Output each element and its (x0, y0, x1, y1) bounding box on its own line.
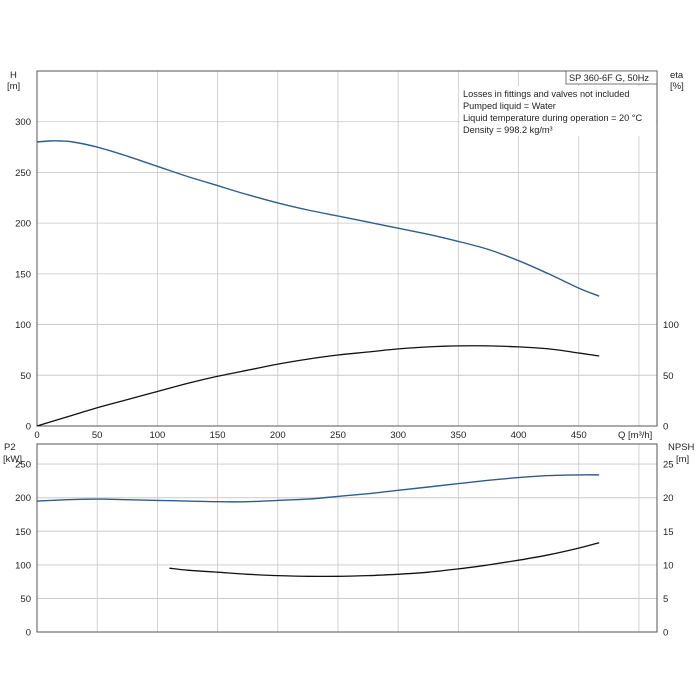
top-y-tick-label: 100 (15, 320, 31, 331)
x-tick-label: 450 (571, 430, 587, 441)
note-liquid-temperature: Liquid temperature during operation = 20… (463, 113, 642, 123)
bottom-y-tick-label: 50 (20, 594, 31, 605)
x-tick-label: 200 (270, 430, 286, 441)
top-xlabel: Q [m³/h] (618, 430, 652, 441)
x-tick-label: 0 (34, 430, 39, 441)
bottom-y-tick-label: 150 (15, 527, 31, 538)
top-series-1-line (36, 345, 600, 427)
bottom-panel-grid (37, 444, 657, 632)
top-y-tick-label: 50 (20, 371, 31, 382)
x-tick-label: 100 (149, 430, 165, 441)
top-y2-tick-label: 0 (663, 422, 668, 433)
x-tick-label: 150 (210, 430, 226, 441)
top-y2label-line1: eta (670, 70, 684, 81)
top-y2-tick-label: 50 (663, 371, 674, 382)
bottom-panel-ticks: 0 50 100 150 200 250 0 5 10 15 20 25 (15, 460, 673, 639)
notes-background (460, 86, 656, 136)
bottom-panel-frame (36, 443, 658, 633)
top-panel-grid (37, 71, 657, 426)
bottom-ylabel-line1: P2 (4, 442, 16, 453)
top-y-tick-label: 0 (26, 422, 31, 433)
bottom-y-tick-label: 100 (15, 560, 31, 571)
top-y-tick-label: 150 (15, 269, 31, 280)
bottom-y2-tick-label: 20 (663, 493, 674, 504)
bottom-y2-tick-label: 15 (663, 527, 674, 538)
top-y-tick-label: 200 (15, 219, 31, 230)
top-y2label-line2: [%] (670, 81, 684, 92)
x-tick-label: 250 (330, 430, 346, 441)
x-tick-label: 350 (450, 430, 466, 441)
bottom-y-tick-label: 200 (15, 493, 31, 504)
bottom-ylabel-line2: [kW] (3, 454, 22, 465)
bottom-panel-series (36, 474, 600, 578)
bottom-y-tick-label: 0 (26, 628, 31, 639)
bottom-y2-tick-label: 25 (663, 460, 674, 471)
bottom-y2-tick-label: 10 (663, 560, 674, 571)
bottom-y2label-line1: NPSH (668, 442, 695, 453)
x-tick-label: 300 (390, 430, 406, 441)
x-tick-label: 400 (511, 430, 527, 441)
note-losses: Losses in fittings and valves not includ… (463, 89, 630, 99)
bottom-series-1-line (169, 542, 600, 578)
top-panel-ticks: 0 50 100 150 200 250 300 0 50 100 0 50 100 150 200 250 3… (15, 117, 679, 441)
title-box (565, 70, 658, 85)
bottom-y2-tick-label: 5 (663, 594, 668, 605)
top-series-0-line (36, 140, 600, 297)
bottom-y-tick-label: 250 (15, 460, 31, 471)
note-pumped-liquid: Pumped liquid = Water (463, 101, 556, 111)
bottom-y2-tick-label: 0 (663, 628, 668, 639)
x-tick-label: 50 (92, 430, 103, 441)
bottom-y2label-line2: [m] (676, 454, 689, 465)
chart-title: SP 360-6F G, 50Hz (569, 73, 649, 83)
top-y-tick-label: 300 (15, 117, 31, 128)
bottom-series-0-line (36, 474, 600, 503)
top-ylabel-line2: [m] (7, 81, 20, 92)
top-y-tick-label: 250 (15, 168, 31, 179)
top-panel-frame (36, 70, 658, 427)
note-density: Density = 998.2 kg/m³ (463, 125, 553, 135)
top-y2-tick-label: 100 (663, 320, 679, 331)
top-panel-series (36, 140, 600, 427)
top-ylabel-line1: H (10, 70, 17, 81)
